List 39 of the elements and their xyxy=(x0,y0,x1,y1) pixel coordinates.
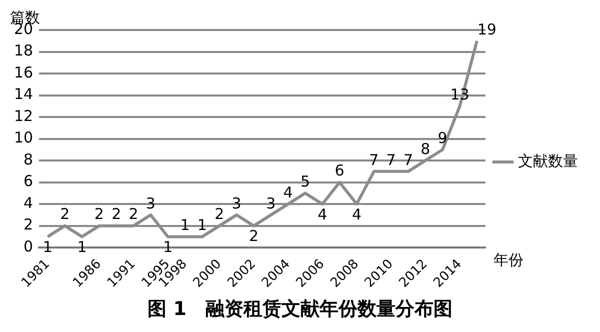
data-label: 2 xyxy=(112,205,122,224)
data-label: 1 xyxy=(180,216,190,234)
data-label: 7 xyxy=(386,150,396,169)
data-label: 2 xyxy=(60,205,70,224)
data-label: 4 xyxy=(352,205,362,224)
y-tick-label: 16 xyxy=(14,63,34,82)
data-label: 19 xyxy=(477,20,496,38)
data-label: 1 xyxy=(163,238,173,256)
data-label: 13 xyxy=(450,86,470,104)
y-tick-label: 14 xyxy=(14,85,34,104)
data-label: 1 xyxy=(42,238,52,256)
y-tick-label: 8 xyxy=(24,150,34,168)
data-label: 2 xyxy=(214,205,224,224)
data-label: 8 xyxy=(420,140,430,158)
y-tick-label: 10 xyxy=(14,128,34,147)
data-label: 1 xyxy=(197,216,207,234)
data-label: 6 xyxy=(334,162,344,180)
data-label: 7 xyxy=(369,150,379,169)
y-tick-label: 6 xyxy=(24,172,34,190)
legend-label: 文献数量 xyxy=(518,152,578,170)
data-label: 5 xyxy=(300,172,310,191)
data-label: 7 xyxy=(403,150,414,169)
data-label: 1 xyxy=(77,238,87,256)
y-tick-label: 0 xyxy=(24,237,34,256)
data-label: 4 xyxy=(283,183,293,202)
data-label: 9 xyxy=(438,129,448,148)
data-label: 3 xyxy=(266,194,276,212)
y-tick-label: 2 xyxy=(24,216,34,234)
data-label: 2 xyxy=(128,205,138,224)
data-label: 3 xyxy=(146,194,156,212)
text: 图 1 融资租赁文献年份数量分布图 xyxy=(146,297,454,322)
x-axis-title: 年份 xyxy=(494,250,524,269)
data-label: 2 xyxy=(94,205,104,224)
y-tick-label: 18 xyxy=(14,42,34,60)
y-tick-label: 12 xyxy=(14,106,34,125)
y-tick-label: 4 xyxy=(24,194,34,212)
data-label: 2 xyxy=(248,227,258,246)
data-label: 3 xyxy=(232,194,242,212)
data-label: 4 xyxy=(318,205,328,224)
